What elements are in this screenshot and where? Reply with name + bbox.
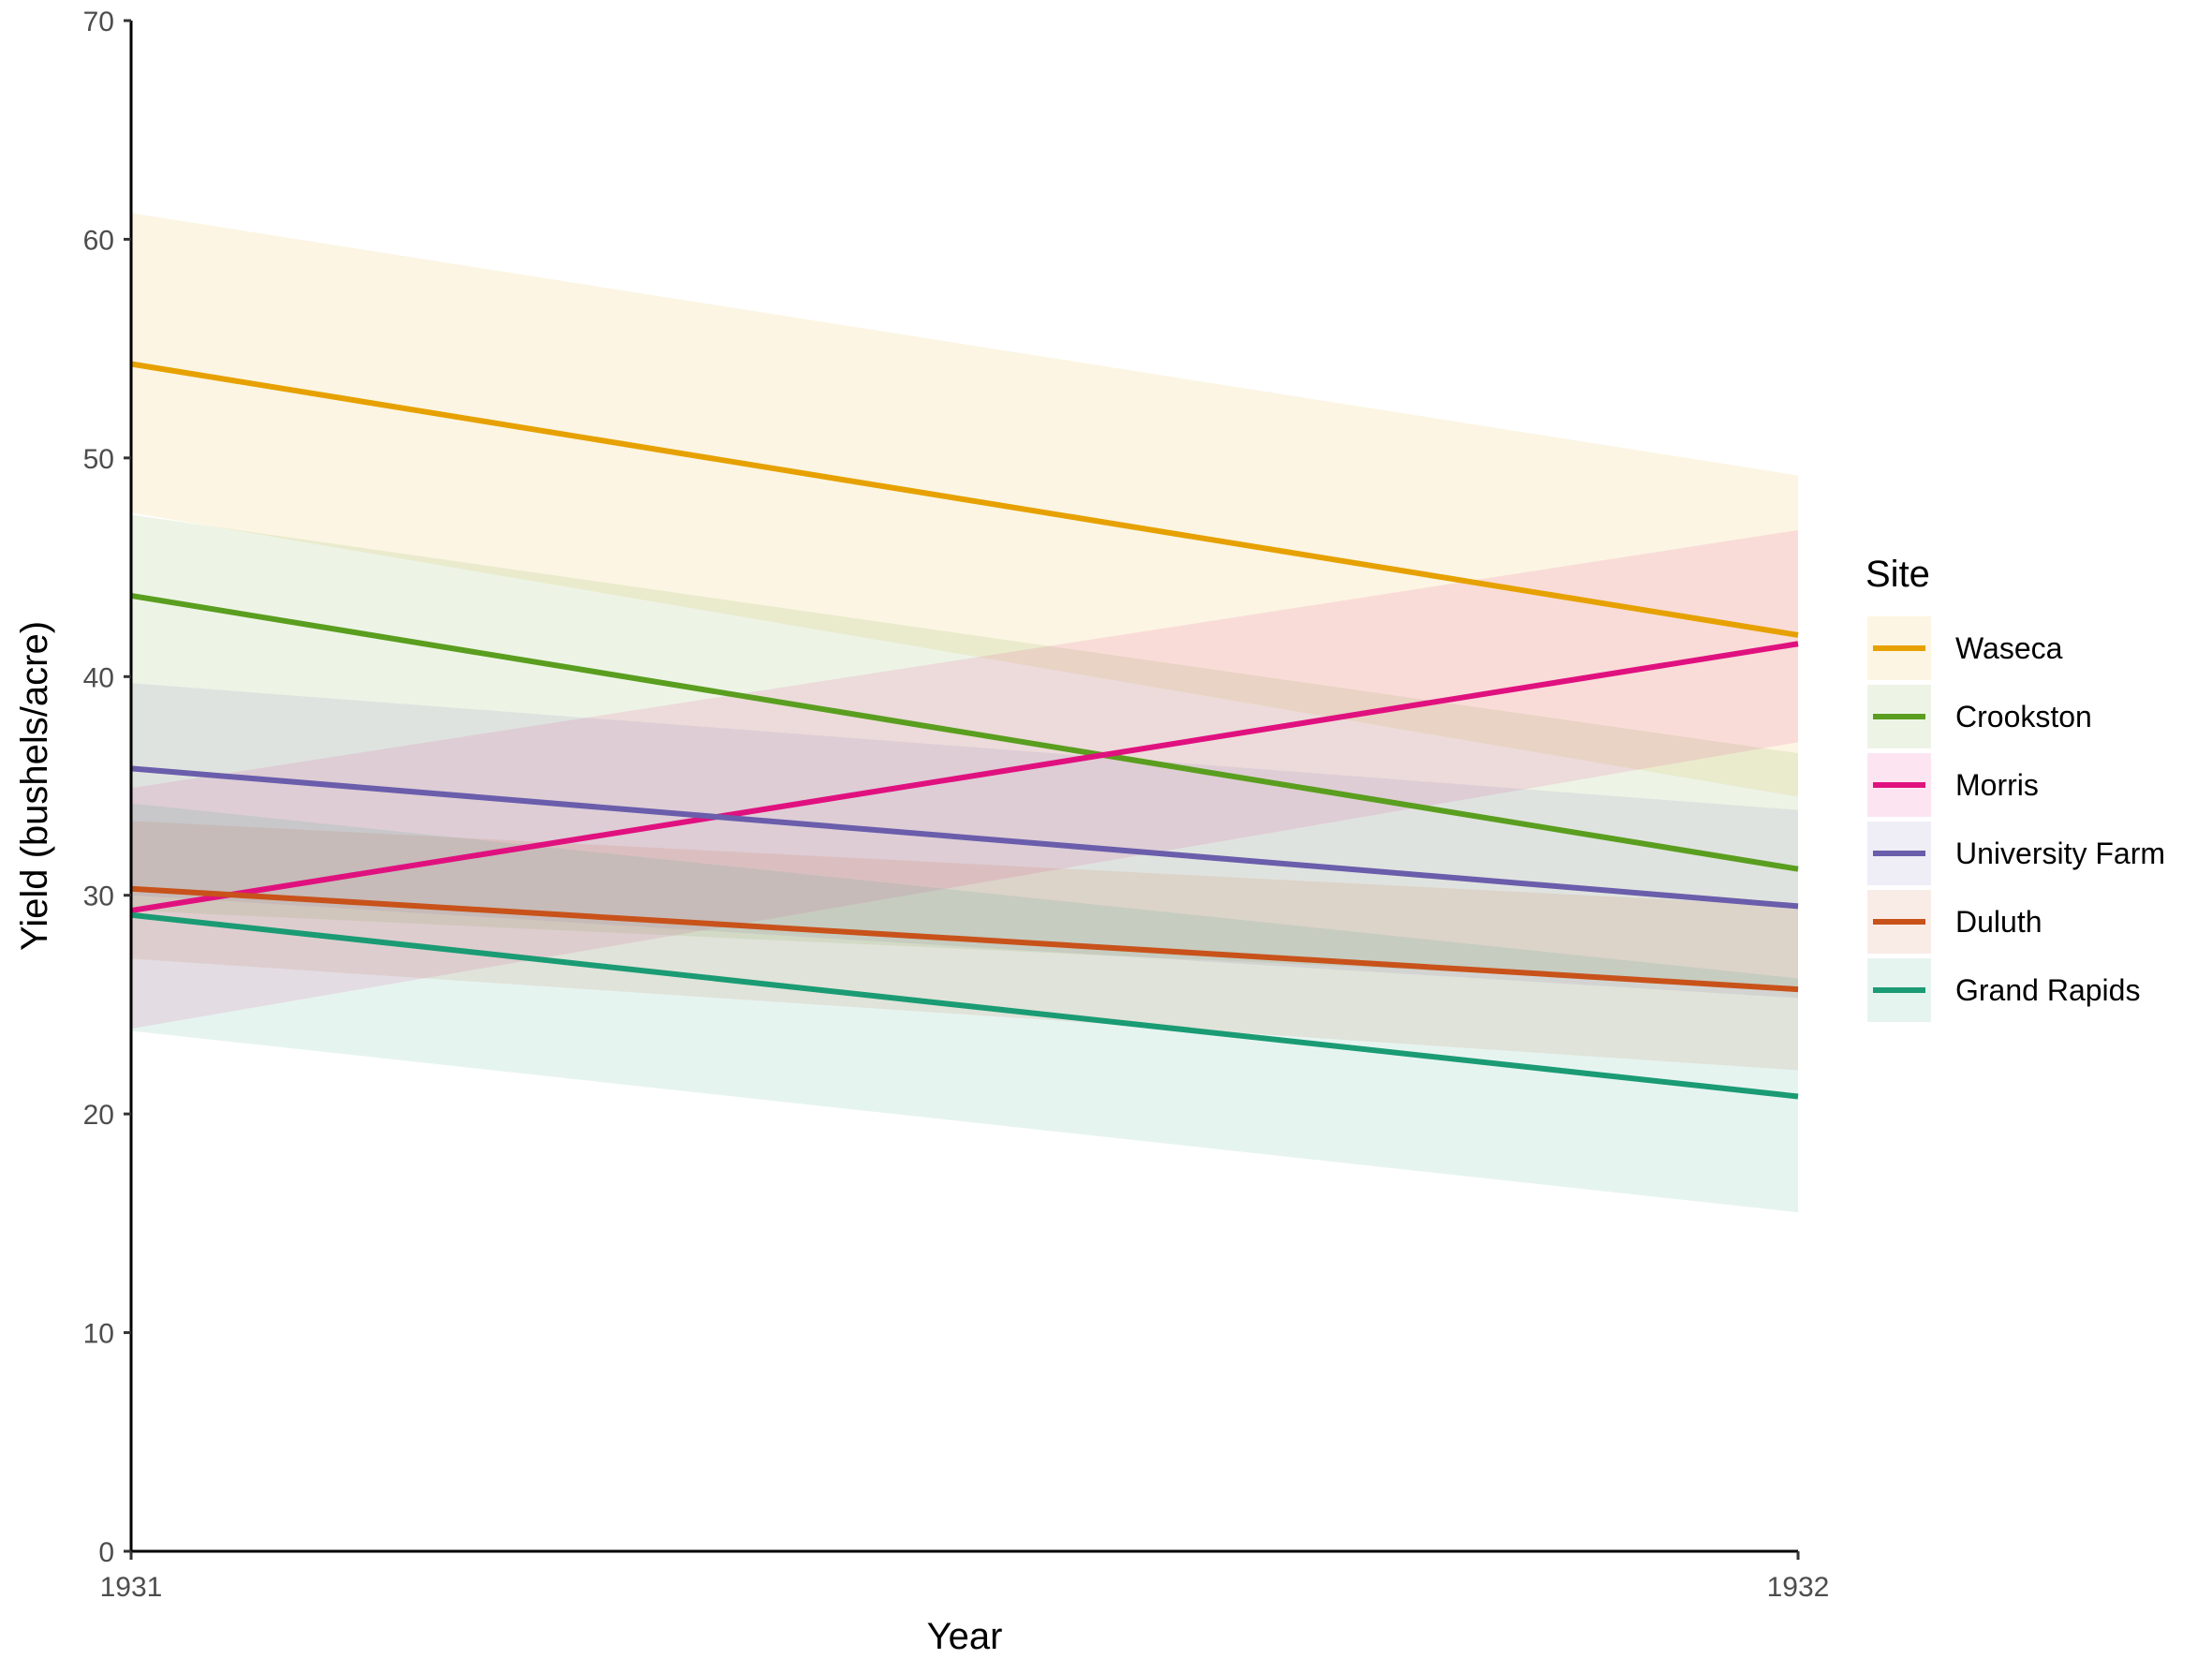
y-tick-label: 10 bbox=[83, 1319, 114, 1350]
y-tick-label: 60 bbox=[83, 225, 114, 256]
legend-item-waseca: Waseca bbox=[1867, 616, 2063, 680]
confidence-bands bbox=[131, 213, 1798, 1213]
legend-label: Crookston bbox=[1955, 700, 2092, 733]
x-axis-title: Year bbox=[927, 1616, 1003, 1657]
y-axis-ticks: 0 10 20 30 40 50 60 70 bbox=[83, 7, 131, 1568]
legend-label: Waseca bbox=[1955, 631, 2063, 665]
band-university-farm bbox=[131, 683, 1798, 999]
y-tick-label: 40 bbox=[83, 662, 114, 693]
band-duluth bbox=[131, 821, 1798, 1071]
y-axis-title: Yield (bushels/acre) bbox=[14, 621, 55, 951]
line-duluth bbox=[130, 885, 1799, 993]
line-grand-rapids bbox=[130, 911, 1799, 1100]
legend-title: Site bbox=[1865, 554, 1930, 595]
series-lines bbox=[130, 361, 1799, 1100]
y-tick-label: 30 bbox=[83, 881, 114, 912]
line-waseca bbox=[130, 361, 1799, 638]
legend-item-crookston: Crookston bbox=[1867, 685, 2092, 748]
legend-item-grand-rapids: Grand Rapids bbox=[1867, 958, 2140, 1022]
legend-label: Duluth bbox=[1955, 905, 2042, 939]
line-university-farm bbox=[130, 765, 1799, 910]
y-tick-label: 50 bbox=[83, 444, 114, 475]
y-tick-label: 0 bbox=[98, 1537, 114, 1568]
legend-item-duluth: Duluth bbox=[1867, 890, 2042, 954]
line-morris bbox=[130, 641, 1799, 914]
y-tick-label: 70 bbox=[83, 7, 114, 37]
legend-label: Morris bbox=[1955, 768, 2039, 802]
legend-label: University Farm bbox=[1955, 837, 2165, 870]
x-axis-ticks: 1931 1932 bbox=[100, 1551, 1830, 1603]
line-crookston bbox=[130, 592, 1799, 872]
y-tick-label: 20 bbox=[83, 1100, 114, 1131]
legend-item-university-farm: University Farm bbox=[1867, 822, 2165, 885]
legend-item-morris: Morris bbox=[1867, 753, 2039, 817]
x-tick-label: 1931 bbox=[100, 1572, 163, 1603]
legend: Site Waseca Crookston Morris University Far… bbox=[1865, 554, 2165, 1022]
legend-label: Grand Rapids bbox=[1955, 973, 2140, 1007]
band-waseca bbox=[131, 213, 1798, 797]
x-tick-label: 1932 bbox=[1767, 1572, 1830, 1603]
